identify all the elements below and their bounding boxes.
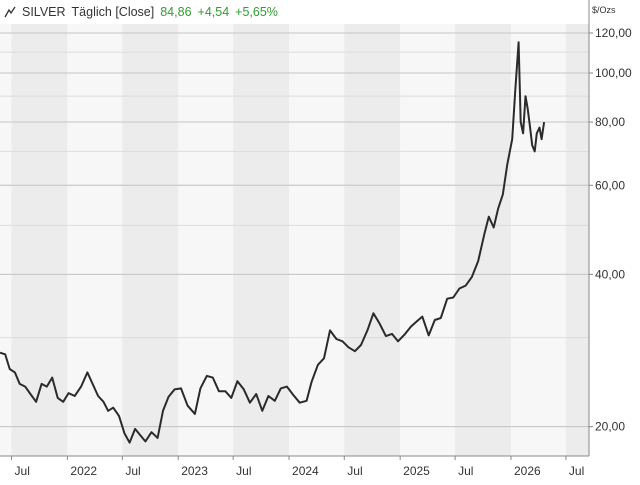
y-tick-label: 80,00 (595, 115, 625, 129)
time-band (122, 24, 179, 456)
x-tick-label: 2025 (403, 464, 430, 478)
y-tick-labels: 20,00 40,00 60,00 80,00 100,00 120,00 (589, 26, 632, 434)
chart-header: SILVER Täglich [Close] 84,86 +4,54 +5,65… (4, 4, 278, 20)
x-tick-label: 2022 (70, 464, 97, 478)
y-tick-label: 120,00 (595, 26, 632, 40)
time-band (289, 24, 345, 456)
x-tick-label: Jul (15, 464, 30, 478)
time-bands (0, 24, 589, 456)
x-tick-label: 2024 (292, 464, 319, 478)
x-tick-label: Jul (569, 464, 584, 478)
symbol-label: SILVER (22, 5, 66, 19)
price-change-pct: +5,65% (235, 5, 278, 19)
period-label: Täglich [Close] (71, 5, 155, 19)
series-layer (0, 41, 546, 444)
gridlines (0, 32, 589, 428)
line-chart-icon (4, 6, 16, 18)
y-tick-label: 40,00 (595, 267, 625, 281)
time-band (233, 24, 290, 456)
price-change: +4,54 (197, 5, 230, 19)
x-tick-label: Jul (458, 464, 473, 478)
x-tick-label: Jul (125, 464, 140, 478)
x-tick-label: Jul (347, 464, 362, 478)
x-tick-label: 2026 (514, 464, 541, 478)
last-price: 84,86 (160, 5, 192, 19)
y-tick-label: 60,00 (595, 178, 625, 192)
axes (0, 0, 590, 457)
y-tick-label: 20,00 (595, 420, 625, 434)
x-tick-label: Jul (236, 464, 251, 478)
x-tick-labels: Jul 2022 Jul 2023 Jul 2024 Jul 2025 Jul 2026 Jul (11, 456, 584, 478)
y-unit-label: $/Ozs (592, 5, 616, 15)
time-band (344, 24, 401, 456)
time-band (400, 24, 456, 456)
price-line (0, 41, 546, 444)
y-tick-label: 100,00 (595, 66, 632, 80)
time-band (0, 24, 12, 456)
x-tick-label: 2023 (181, 464, 208, 478)
time-band (565, 24, 589, 456)
